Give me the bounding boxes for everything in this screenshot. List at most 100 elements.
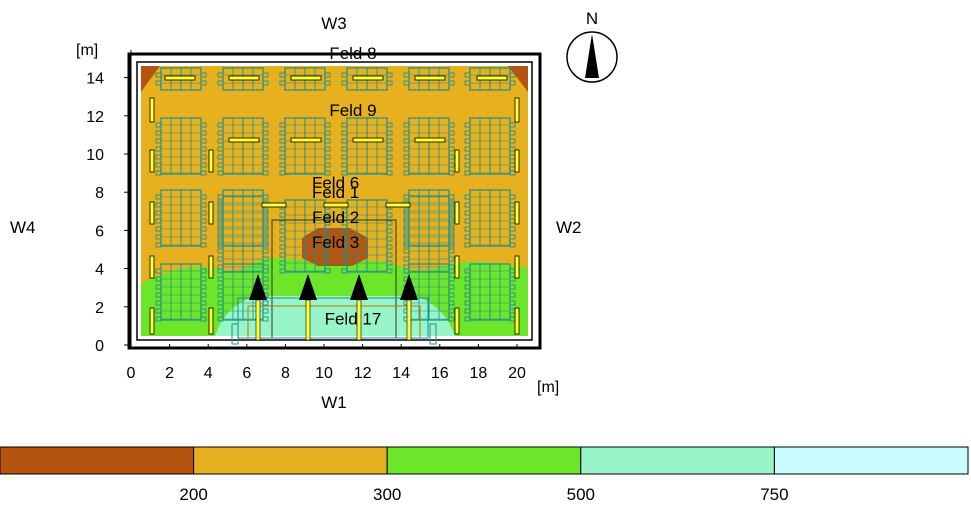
luminaire	[414, 137, 446, 143]
compass-north-label: N	[586, 9, 598, 28]
luminaire	[352, 75, 384, 81]
x-tick-label: 10	[315, 365, 333, 382]
spot-arrow	[249, 274, 267, 300]
illuminance-legend: 200 300 500 750	[0, 446, 969, 504]
table-group	[403, 117, 455, 176]
field-label: Feld 9	[329, 101, 376, 120]
x-tick-label: 12	[354, 365, 372, 382]
luminaire	[149, 201, 155, 225]
field-label: Feld 3	[312, 233, 359, 252]
luminaire	[149, 255, 155, 279]
x-tick-label: 2	[165, 365, 174, 382]
y-tick-label: 4	[95, 262, 104, 279]
zone-200-center	[302, 228, 368, 266]
x-tick-label: 16	[431, 365, 449, 382]
luminaire	[228, 75, 260, 81]
y-tick-label: 0	[95, 338, 104, 355]
luminaire	[454, 201, 460, 225]
luminaire	[352, 137, 384, 143]
legend-swatch	[386, 446, 582, 475]
luminaire	[208, 255, 214, 279]
luminaire	[454, 149, 460, 173]
spot-arrow	[400, 274, 418, 300]
table-group	[279, 67, 331, 91]
x-tick-label: 6	[242, 365, 251, 382]
table-group	[464, 189, 516, 248]
y-tick-label: 12	[86, 109, 104, 126]
y-axis-unit: [m]	[76, 42, 98, 59]
north-arrow-icon	[585, 34, 599, 78]
legend-swatch	[580, 446, 775, 475]
luminaire	[514, 307, 520, 335]
table-group	[464, 263, 516, 322]
x-tick-label: 20	[508, 365, 526, 382]
luminaire	[323, 202, 349, 208]
x-tick-label: 14	[392, 365, 410, 382]
y-tick-label: 14	[86, 71, 104, 88]
table-group	[341, 117, 393, 176]
table-group	[155, 189, 207, 248]
luminaire	[454, 307, 460, 335]
table-group	[279, 199, 331, 274]
luminaire	[261, 202, 287, 208]
luminaire	[290, 137, 322, 143]
spot-arrow	[299, 274, 317, 300]
luminaire	[514, 255, 520, 279]
table-group	[155, 263, 207, 322]
luminaire	[208, 307, 214, 335]
wall-label-south: W1	[321, 393, 347, 412]
field-label: Feld 8	[329, 44, 376, 63]
compass: N	[566, 9, 618, 83]
y-axis: 0 2 4 6 8 10 12 14 [m]	[76, 42, 132, 355]
luminaire	[385, 202, 411, 208]
x-tick-label: 4	[204, 365, 213, 382]
table-group	[403, 195, 455, 273]
luminaire	[208, 149, 214, 173]
field-label: Feld 1	[312, 183, 359, 202]
luminaire	[149, 97, 155, 123]
legend-label: 500	[567, 485, 595, 504]
table-group	[341, 199, 393, 274]
luminaire	[514, 97, 520, 123]
x-tick-label: 18	[470, 365, 488, 382]
table-group	[217, 117, 269, 176]
legend-label: 300	[373, 485, 401, 504]
y-tick-label: 8	[95, 185, 104, 202]
table-group	[155, 117, 207, 176]
luminaire	[208, 201, 214, 225]
luminaire	[514, 201, 520, 225]
table-group	[279, 117, 331, 176]
x-tick-label: 8	[281, 365, 290, 382]
field-label: Feld 2	[312, 208, 359, 227]
luminaire	[454, 255, 460, 279]
field-label: Feld 17	[325, 309, 382, 328]
luminaire	[149, 307, 155, 335]
legend-label: 750	[760, 485, 788, 504]
y-tick-label: 2	[95, 300, 104, 317]
table-group	[464, 117, 516, 176]
table-group	[155, 67, 207, 91]
legend-swatch	[773, 446, 969, 475]
luminaire	[290, 75, 322, 81]
x-tick-label: 0	[127, 365, 136, 382]
x-axis-unit: [m]	[537, 379, 559, 396]
zone-200-nw	[141, 66, 160, 92]
luminaire	[476, 75, 508, 81]
legend-swatch	[193, 446, 388, 475]
luminaire	[164, 75, 196, 81]
legend-swatch	[0, 446, 195, 475]
zone-200-ne	[508, 66, 528, 92]
table-group	[217, 195, 269, 273]
luminaire	[228, 137, 260, 143]
wall-label-west: W4	[10, 218, 36, 237]
y-tick-label: 6	[95, 223, 104, 240]
luminaire	[514, 149, 520, 173]
illuminance-zones	[141, 66, 528, 336]
luminaire	[149, 149, 155, 173]
field-label: Feld 6	[312, 174, 359, 193]
wall-label-east: W2	[556, 218, 582, 237]
spot-arrows	[249, 274, 418, 341]
field-outlines	[231, 219, 437, 345]
